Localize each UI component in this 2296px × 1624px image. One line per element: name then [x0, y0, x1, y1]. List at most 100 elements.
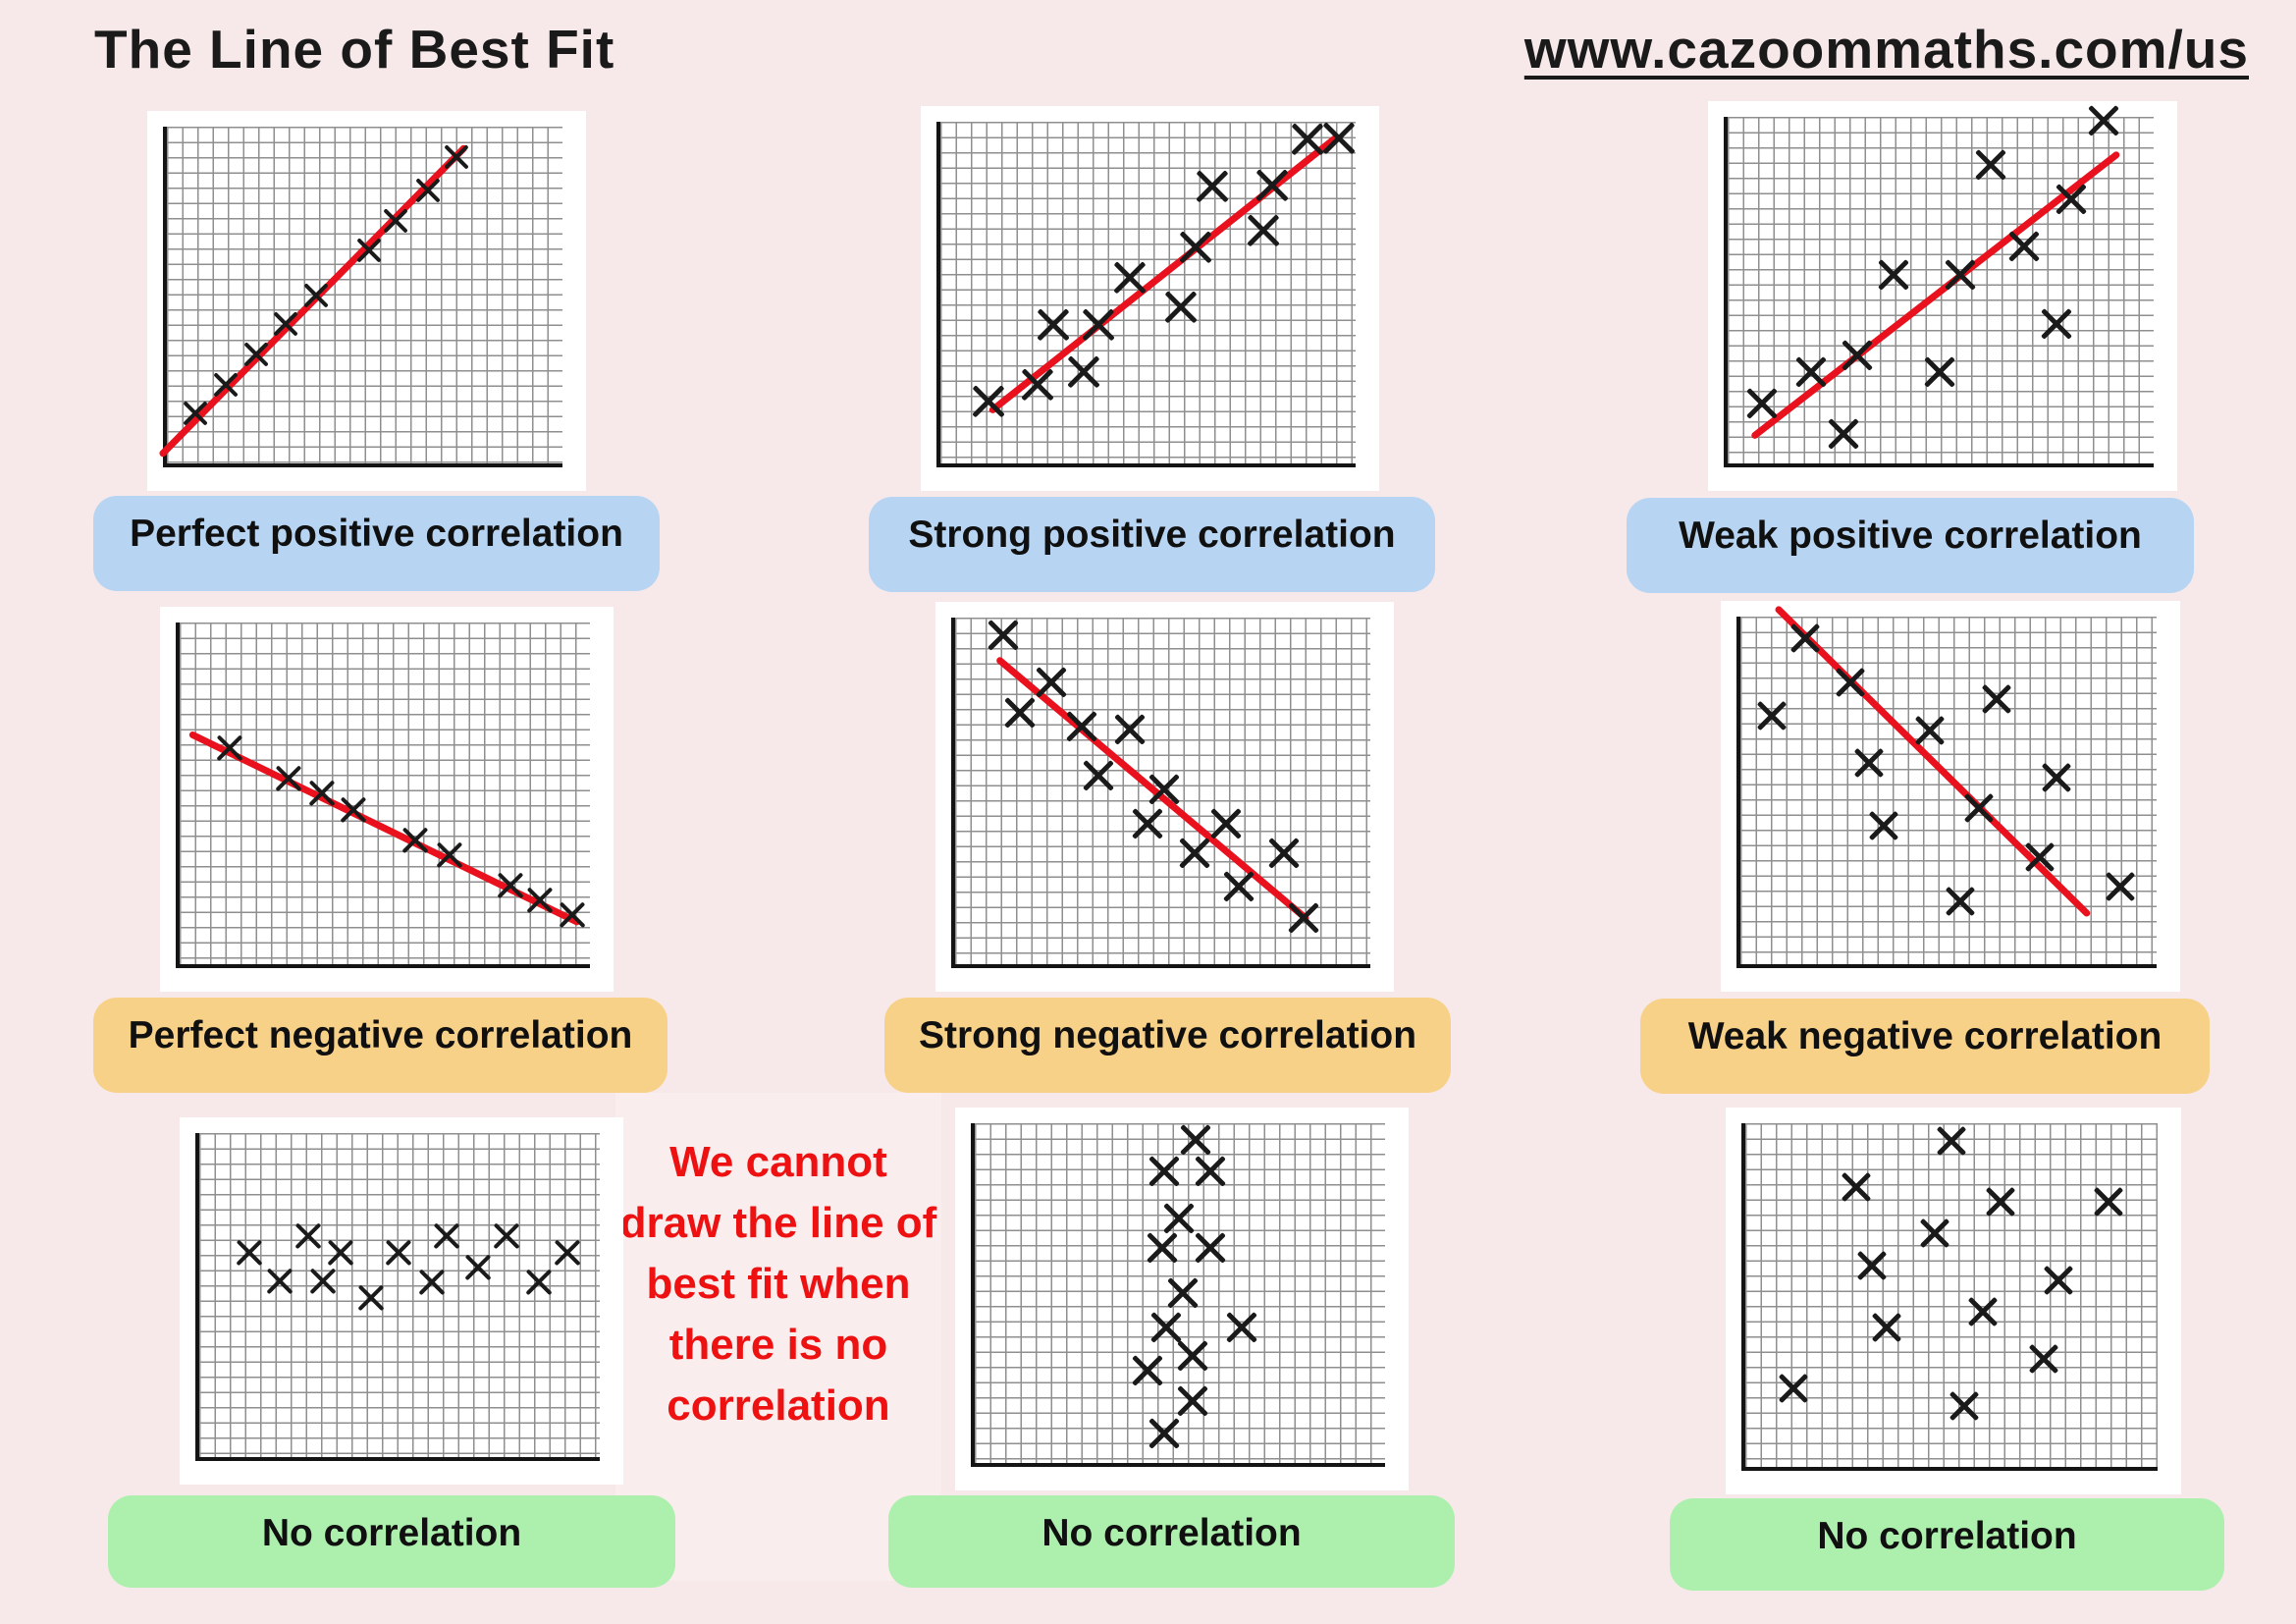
x-marker-icon [1874, 255, 1913, 295]
x-marker-icon [1318, 118, 1360, 159]
x-marker-icon [1982, 1183, 2019, 1220]
plot-grid-no-correlation-2 [971, 1123, 1385, 1467]
note-text: We cannot draw the line of best fit when th… [553, 1132, 1004, 1436]
x-marker-icon [300, 280, 332, 311]
x-marker-icon [1850, 744, 1888, 782]
x-marker-icon [1742, 384, 1782, 423]
chart-panel-no-correlation-2 [955, 1108, 1409, 1490]
label-no-correlation-2: No correlation [888, 1495, 1455, 1588]
x-marker-icon [412, 175, 444, 206]
x-marker-icon [1964, 1293, 2002, 1330]
x-marker-icon [461, 1251, 495, 1284]
x-marker-icon [1264, 834, 1304, 873]
label-text: No correlation [1817, 1515, 2077, 1557]
x-marker-icon [415, 1266, 449, 1299]
chart-panel-no-correlation-3 [1726, 1108, 2181, 1494]
x-marker-icon [1832, 664, 1869, 701]
chart-panel-strong-negative [935, 602, 1394, 992]
x-marker-icon [1219, 867, 1258, 906]
x-marker-icon [399, 824, 432, 857]
label-perfect-negative: Perfect negative correlation [93, 998, 667, 1093]
label-text: No correlation [261, 1512, 522, 1554]
x-marker-icon [1941, 255, 1980, 295]
plot-grid-no-correlation-3 [1741, 1123, 2158, 1471]
chart-panel-perfect-negative [160, 607, 614, 992]
x-marker-icon [1145, 1414, 1184, 1453]
website-link[interactable]: www.cazoommaths.com/us [1523, 19, 2249, 80]
label-text: No correlation [1041, 1512, 1302, 1554]
note-line: correlation [667, 1381, 890, 1430]
x-marker-icon [1062, 707, 1101, 746]
x-marker-icon [1160, 287, 1201, 328]
page-title: The Line of Best Fit [94, 19, 615, 80]
x-marker-icon [1128, 1351, 1167, 1390]
x-marker-icon [2037, 304, 2076, 344]
label-text: Perfect positive correlation [130, 513, 623, 555]
x-marker-icon [2021, 839, 2058, 876]
label-weak-positive: Weak positive correlation [1627, 498, 2194, 593]
label-text: Perfect negative correlation [128, 1014, 633, 1056]
x-marker-icon [1971, 145, 2010, 185]
x-marker-icon [2090, 1183, 2127, 1220]
x-marker-icon [354, 1281, 388, 1315]
x-marker-icon [1284, 898, 1323, 938]
label-no-correlation-3: No correlation [1670, 1498, 2224, 1591]
x-marker-icon [551, 1236, 584, 1270]
x-marker-icon [556, 898, 589, 932]
x-marker-icon [1079, 756, 1118, 795]
x-marker-icon [213, 731, 246, 765]
x-marker-icon [2038, 759, 2075, 796]
label-no-correlation-1: No correlation [108, 1495, 675, 1588]
label-text: Weak negative correlation [1687, 1015, 2163, 1057]
note-line: best fit when [646, 1260, 911, 1308]
note-panel: We cannot draw the line of best fit when th… [615, 1093, 941, 1581]
label-weak-negative: Weak negative correlation [1640, 999, 2210, 1094]
x-marker-icon [353, 235, 385, 266]
note-line: draw the line of [619, 1199, 937, 1247]
trend-line-perfect-positive [167, 127, 562, 463]
plot-grid-perfect-positive [163, 127, 562, 467]
x-marker-icon [2084, 101, 2123, 140]
x-marker-icon [1868, 1309, 1905, 1346]
x-marker-icon [494, 869, 527, 902]
label-text: Weak positive correlation [1679, 514, 2142, 557]
x-marker-icon [522, 1266, 556, 1299]
note-line: there is no [668, 1321, 888, 1369]
plot-grid-perfect-negative [176, 623, 590, 968]
x-marker-icon [1916, 1215, 1953, 1252]
x-marker-icon [2052, 180, 2091, 219]
x-marker-icon [1838, 336, 1877, 375]
label-perfect-positive: Perfect positive correlation [93, 496, 660, 591]
plot-grid-no-correlation-1 [195, 1133, 600, 1461]
x-marker-icon [1017, 364, 1058, 406]
x-marker-icon [324, 1236, 357, 1270]
x-marker-icon [2102, 868, 2139, 905]
x-marker-icon [1109, 257, 1150, 298]
x-marker-icon [1192, 166, 1233, 207]
x-marker-icon [523, 884, 557, 917]
plot-grid-weak-negative [1736, 617, 2157, 968]
x-marker-icon [1128, 804, 1167, 843]
x-marker-icon [305, 777, 339, 810]
x-marker-icon [1222, 1308, 1261, 1347]
plot-grid-strong-negative [951, 618, 1370, 968]
x-marker-icon [1791, 352, 1831, 392]
x-marker-icon [1787, 620, 1824, 657]
x-marker-icon [337, 793, 370, 827]
x-marker-icon [292, 1219, 325, 1253]
x-marker-icon [210, 369, 241, 401]
x-marker-icon [1033, 304, 1074, 346]
x-marker-icon [1252, 165, 1293, 206]
x-marker-icon [272, 762, 305, 795]
x-marker-icon [1853, 1247, 1891, 1284]
x-marker-icon [382, 1236, 415, 1270]
chart-panel-perfect-positive [147, 111, 586, 491]
x-marker-icon [1933, 1122, 1970, 1160]
note-line: We cannot [669, 1138, 887, 1186]
label-text: Strong positive correlation [908, 514, 1396, 556]
chart-panel-weak-positive [1708, 101, 2177, 491]
x-marker-icon [441, 141, 472, 173]
x-marker-icon [1753, 697, 1790, 734]
x-marker-icon [1838, 1168, 1875, 1206]
x-marker-icon [968, 381, 1009, 422]
